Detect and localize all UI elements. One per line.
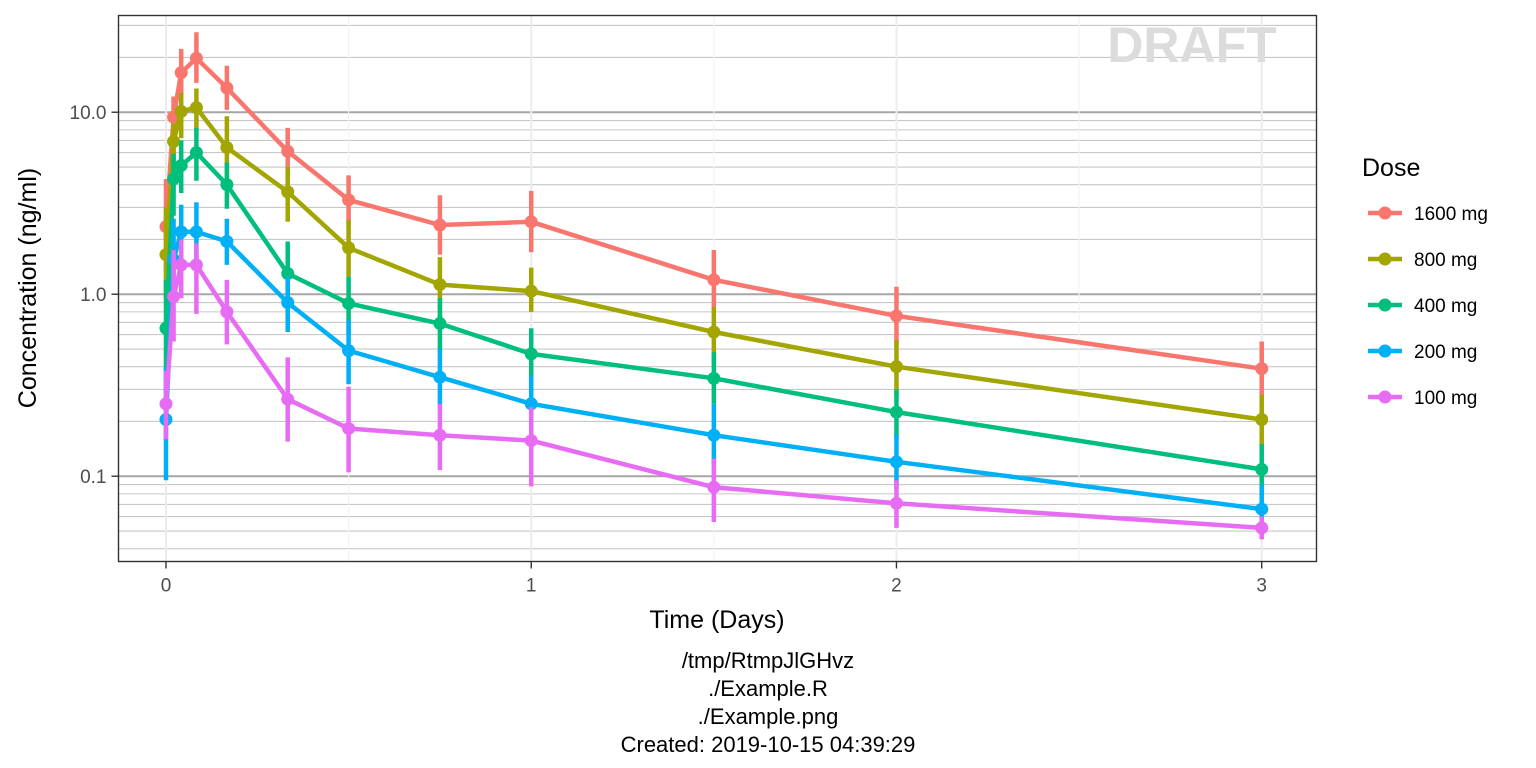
data-point: [281, 296, 295, 310]
data-point: [220, 305, 234, 319]
data-point: [174, 66, 188, 80]
data-point: [524, 434, 538, 448]
legend-item: 100 mg: [1368, 388, 1477, 409]
data-point: [1255, 462, 1269, 476]
data-point: [174, 158, 188, 172]
grid-layer: [118, 15, 1317, 562]
legend-title: Dose: [1362, 154, 1420, 182]
series-1600-mg: [159, 32, 1269, 398]
legend-item: 1600 mg: [1368, 204, 1488, 225]
data-point: [524, 215, 538, 229]
data-point: [524, 347, 538, 361]
data-point: [433, 370, 447, 384]
data-point: [433, 317, 447, 331]
caption-created-date: Created: 2019-10-15 04:39:29: [620, 732, 916, 757]
data-point: [189, 146, 203, 160]
legend-item: 400 mg: [1368, 296, 1477, 317]
series-200-mg: [159, 202, 1269, 528]
data-point: [524, 397, 538, 411]
data-point: [707, 325, 721, 339]
data-point: [281, 392, 295, 406]
data-point: [889, 496, 903, 510]
data-point: [174, 258, 188, 272]
legend-marker: [1378, 390, 1392, 404]
legend-label: 800 mg: [1414, 250, 1477, 271]
y-tick-label: 1.0: [80, 285, 106, 306]
data-point: [174, 225, 188, 239]
data-point: [220, 178, 234, 192]
series-line: [163, 55, 1263, 371]
data-point: [167, 135, 181, 149]
data-point: [159, 397, 173, 411]
data-point: [1255, 502, 1269, 516]
data-point: [889, 405, 903, 419]
data-point: [189, 101, 203, 115]
legend-label: 200 mg: [1414, 342, 1477, 363]
data-point: [707, 428, 721, 442]
data-point: [433, 218, 447, 232]
data-point: [1255, 412, 1269, 426]
x-tick-label: 0: [161, 576, 172, 597]
caption-tmp-path: /tmp/RtmpJlGHvz: [681, 648, 855, 673]
legend-item: 800 mg: [1368, 250, 1477, 271]
data-point: [167, 290, 181, 304]
legend-marker: [1378, 206, 1392, 220]
x-tick-label: 3: [1256, 576, 1267, 597]
data-point: [1255, 521, 1269, 535]
data-point: [167, 172, 181, 186]
legend-marker: [1378, 344, 1392, 358]
x-axis-title: Time (Days): [649, 606, 784, 634]
data-point: [220, 141, 234, 155]
data-point: [889, 309, 903, 323]
caption-image-path: ./Example.png: [697, 704, 839, 729]
legend-marker: [1378, 298, 1392, 312]
axis-layer: 0 1 2 3 0.1 1.0 10.0: [70, 103, 1267, 596]
data-point: [889, 360, 903, 374]
data-point: [342, 421, 356, 435]
data-point: [433, 278, 447, 292]
x-tick-label: 2: [891, 576, 902, 597]
data-point: [707, 273, 721, 287]
legend-items: 1600 mg 800 mg 400 mg 200 mg 100 mg: [1368, 204, 1488, 409]
data-point: [189, 51, 203, 65]
data-point: [433, 428, 447, 442]
data-point: [220, 234, 234, 248]
y-tick-label: 10.0: [70, 103, 107, 124]
data-point: [1255, 362, 1269, 376]
data-point: [889, 455, 903, 469]
data-point: [281, 144, 295, 158]
data-point: [189, 225, 203, 239]
watermark-text: DRAFT: [1107, 17, 1276, 73]
series-layer: [159, 32, 1269, 540]
legend-marker: [1378, 252, 1392, 266]
legend: Dose 1600 mg 800 mg 400 mg 200 mg 100 mg: [1362, 154, 1488, 409]
data-point: [281, 185, 295, 199]
y-axis-title: Concentration (ng/ml): [14, 168, 42, 408]
data-point: [174, 104, 188, 118]
data-point: [707, 371, 721, 385]
legend-label: 1600 mg: [1414, 204, 1488, 225]
caption-script-path: ./Example.R: [708, 676, 828, 701]
plot-panel-border: [117, 14, 1318, 563]
x-tick-label: 1: [526, 576, 537, 597]
data-point: [707, 480, 721, 494]
data-point: [524, 284, 538, 298]
data-point: [189, 258, 203, 272]
data-point: [220, 81, 234, 95]
data-point: [342, 193, 356, 207]
legend-label: 400 mg: [1414, 296, 1477, 317]
data-point: [342, 296, 356, 310]
series-100-mg: [159, 239, 1269, 540]
data-point: [342, 241, 356, 255]
legend-item: 200 mg: [1368, 342, 1477, 363]
data-point: [281, 266, 295, 280]
data-point: [342, 344, 356, 358]
legend-label: 100 mg: [1414, 388, 1477, 409]
y-tick-label: 0.1: [80, 467, 106, 488]
